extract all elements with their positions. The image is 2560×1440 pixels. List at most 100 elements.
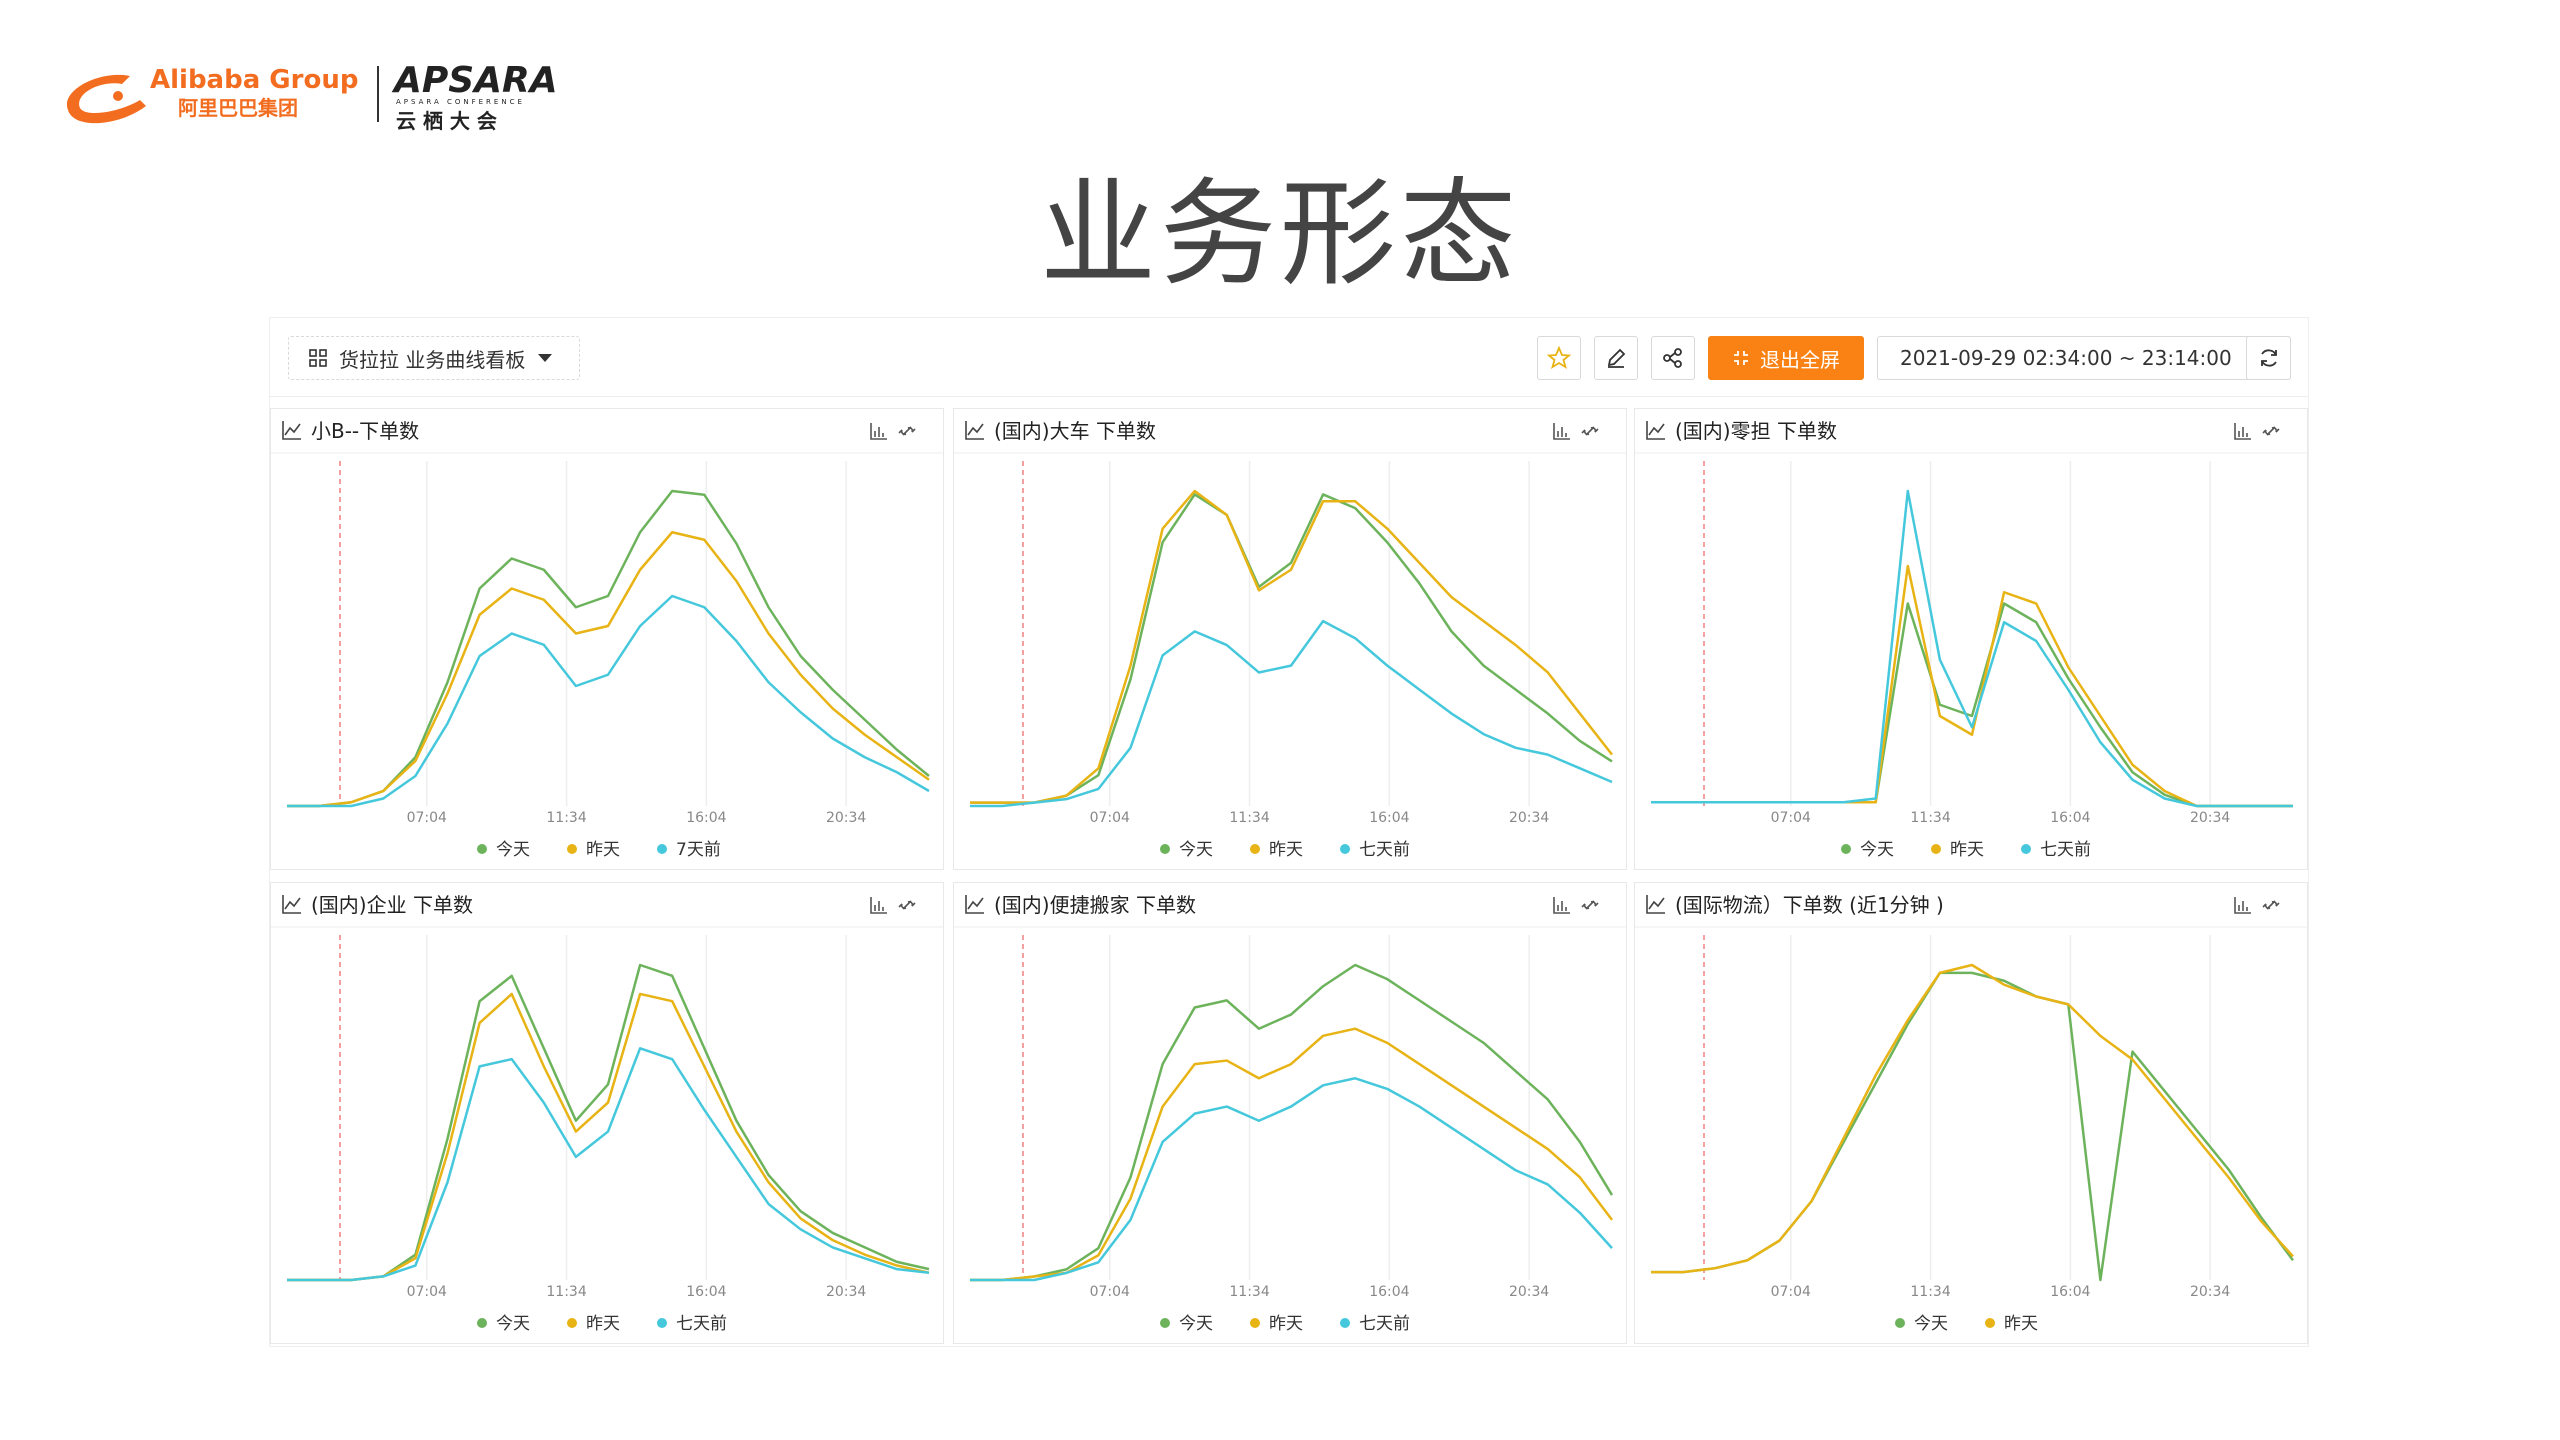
link-icon[interactable] [898,900,916,910]
legend-swatch[interactable] [1841,844,1851,854]
edit-button[interactable] [1594,336,1638,380]
legend-label[interactable]: 昨天 [1269,840,1303,860]
dashboard: 货拉拉 业务曲线看板 退出全屏 2021-09-29 02:34:00 ~ 23… [269,317,2309,1347]
x-tick-label: 07:04 [1771,810,1811,826]
chart-type-icon[interactable] [2234,423,2251,440]
legend-swatch[interactable] [1340,1318,1350,1328]
series-line [970,489,1613,804]
chart-icon [1646,895,1665,914]
legend-label[interactable]: 今天 [1179,1314,1213,1334]
panel-title: (国内)大车 下单数 [994,419,1156,443]
legend-swatch[interactable] [1250,844,1260,854]
x-tick-label: 20:34 [1509,810,1549,826]
legend-label[interactable]: 七天前 [1359,840,1410,860]
dashboard-select[interactable]: 货拉拉 业务曲线看板 [288,336,580,380]
series-line [970,1027,1613,1282]
x-tick-label: 16:04 [686,810,726,826]
x-tick-label: 16:04 [1369,810,1409,826]
legend-label[interactable]: 昨天 [586,840,620,860]
legend-swatch[interactable] [2021,844,2031,854]
logo-text: APSARA [391,60,558,101]
refresh-button[interactable] [2246,336,2291,380]
legend-label[interactable]: 七天前 [2040,840,2091,860]
chart-type-icon[interactable] [2234,897,2251,914]
legend-swatch[interactable] [567,844,577,854]
x-tick-label: 16:04 [2050,810,2090,826]
x-tick-label: 20:34 [826,810,866,826]
x-tick-label: 11:34 [1229,810,1269,826]
legend-label[interactable]: 7天前 [676,840,721,860]
x-tick-label: 16:04 [2050,1284,2090,1300]
legend-swatch[interactable] [1985,1318,1995,1328]
chart-icon [965,895,984,914]
legend-label[interactable]: 昨天 [586,1314,620,1334]
legend-label[interactable]: 昨天 [1950,840,1984,860]
legend-swatch[interactable] [657,1318,667,1328]
legend-swatch[interactable] [657,844,667,854]
x-tick-label: 20:34 [826,1284,866,1300]
link-icon[interactable] [1581,426,1599,436]
series-line [287,1047,930,1282]
logo-text: APSARA CONFERENCE [396,98,525,106]
legend-swatch[interactable] [1160,1318,1170,1328]
logo-text: Alibaba Group [150,65,358,95]
legend-label[interactable]: 昨天 [2004,1314,2038,1334]
favorite-button[interactable] [1537,336,1581,380]
legend-swatch[interactable] [1340,844,1350,854]
legend-label[interactable]: 今天 [1179,840,1213,860]
legend-swatch[interactable] [1931,844,1941,854]
x-tick-label: 07:04 [407,810,447,826]
chart-panel: (国内)企业 下单数 07:04 11:34 16:04 20:34 今天 昨天 七天前 [270,882,944,1344]
legend-label[interactable]: 今天 [1914,1314,1948,1334]
chart-type-icon[interactable] [1553,423,1570,440]
chart-type-icon[interactable] [1553,897,1570,914]
series-line [1651,963,2294,1274]
series-line [1651,564,2293,808]
link-icon[interactable] [2262,426,2280,436]
dashboard-name: 货拉拉 业务曲线看板 [339,347,526,372]
toolbar: 货拉拉 业务曲线看板 退出全屏 2021-09-29 02:34:00 ~ 23… [270,318,2308,397]
x-tick-label: 07:04 [1771,1284,1811,1300]
chart-icon [282,421,301,440]
time-range-picker[interactable]: 2021-09-29 02:34:00 ~ 23:14:00 [1877,336,2291,380]
share-button[interactable] [1651,336,1695,380]
logo-mark [66,74,146,124]
legend-swatch[interactable] [477,844,487,854]
series-line [287,963,930,1282]
chart: (国内)便捷搬家 下单数 07:04 11:34 16:04 20:34 今天 昨天 七天前 [954,893,1626,1334]
x-tick-label: 11:34 [546,1284,586,1300]
panel-title: (国内)企业 下单数 [311,893,473,917]
chart-panel: 小B--下单数 07:04 11:34 16:04 20:34 今天 昨天 7天前 [270,408,944,870]
x-tick-label: 20:34 [2190,810,2230,826]
legend-label[interactable]: 今天 [496,840,530,860]
chart-type-icon[interactable] [870,897,887,914]
legend-swatch[interactable] [1250,1318,1260,1328]
chart: (国内)零担 下单数 07:04 11:34 16:04 20:34 今天 昨天 七天前 [1635,419,2307,860]
legend-swatch[interactable] [477,1318,487,1328]
x-tick-label: 16:04 [1369,1284,1409,1300]
series-line [1651,971,2295,1282]
legend-label[interactable]: 七天前 [676,1314,727,1334]
legend-label[interactable]: 七天前 [1359,1314,1410,1334]
logo-mark [113,91,123,101]
chart-panel: (国内)大车 下单数 07:04 11:34 16:04 20:34 今天 昨天 七天前 [953,408,1627,870]
legend-label[interactable]: 今天 [1860,840,1894,860]
panel-title: 小B--下单数 [311,419,419,443]
chart-type-icon[interactable] [870,423,887,440]
link-icon[interactable] [2262,900,2280,910]
link-icon[interactable] [1581,900,1599,910]
link-icon[interactable] [898,426,916,436]
legend-label[interactable]: 今天 [496,1314,530,1334]
logo: Alibaba Group 阿里巴巴集团 APSARA APSARA CONFE… [66,60,558,133]
legend-swatch[interactable] [1160,844,1170,854]
time-range: 2021-09-29 02:34:00 ~ 23:14:00 [1900,346,2232,370]
x-tick-label: 20:34 [2190,1284,2230,1300]
series-line [970,619,1613,808]
legend-label[interactable]: 昨天 [1269,1314,1303,1334]
exit-fullscreen-button[interactable]: 退出全屏 [1708,336,1864,380]
logo-text: 云 栖 大 会 [396,109,497,133]
legend-swatch[interactable] [567,1318,577,1328]
panel-title: (国内)零担 下单数 [1675,419,1837,443]
x-tick-label: 11:34 [1910,1284,1950,1300]
legend-swatch[interactable] [1895,1318,1905,1328]
